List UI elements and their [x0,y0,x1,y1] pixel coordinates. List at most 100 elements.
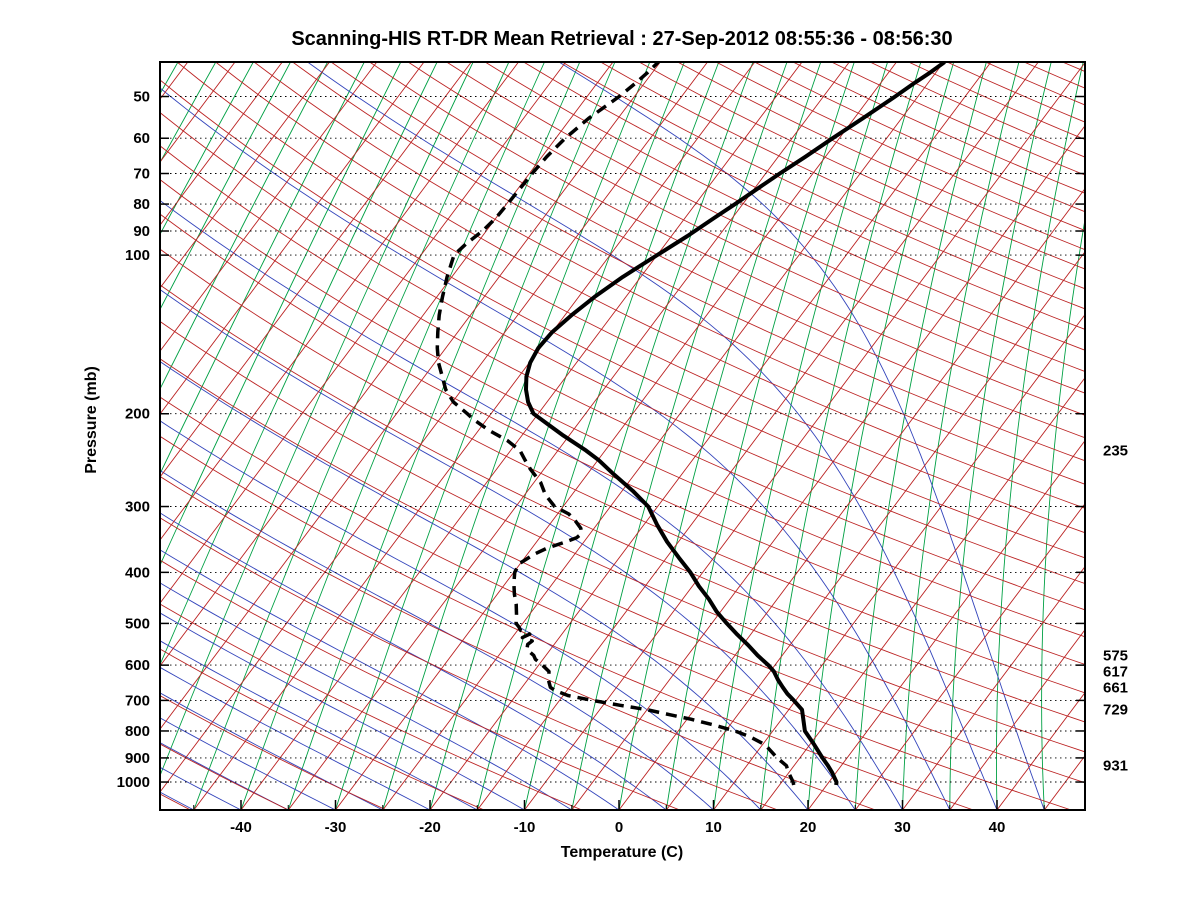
pressure-tick-label: 300 [125,499,150,516]
dry-adiabat-line [160,695,387,810]
isotherm-line [160,62,567,604]
pressure-tick-label: 200 [125,406,150,423]
right-pressure-label: 617 [1103,664,1128,681]
dry-adiabat-line [292,62,1085,462]
isotherm-line [996,691,1085,810]
isotherm-line [1043,754,1085,810]
dry-adiabat-line [561,62,1085,310]
isotherm-line [193,62,756,810]
temperature-tick-labels: -40 -30 -20 -10 0 10 20 30 40 [230,819,1005,836]
right-pressure-label: 729 [1103,702,1128,719]
moist-adiabats [160,62,1045,810]
mixing-ratio-line [571,62,788,810]
dry-adiabat-line [677,62,1085,251]
mixing-ratio-line [807,62,955,810]
moist-adiabat-line [160,469,714,810]
moist-adiabat-line [160,289,856,810]
dry-adiabat-line [160,559,680,810]
mixing-ratio-line [160,62,438,666]
isotherm-line [335,62,897,810]
mixing-ratio-line [1041,216,1085,810]
dry-adiabat-line [160,320,1085,753]
dry-adiabat-line [160,179,1085,638]
dewpoint-profile [435,62,796,786]
mixing-ratio-line [160,62,291,311]
temperature-tick-label: 40 [989,819,1006,836]
moist-adiabat-line [160,512,667,810]
pressure-tick-label: 500 [125,615,150,632]
isotherm-line [240,62,803,810]
dry-adiabat-line [160,435,974,810]
dry-adiabat-line [754,62,1085,213]
pressure-gridlines [160,96,1085,783]
temperature-tick-label: 30 [894,819,911,836]
y-axis-label: Pressure (mb) [83,366,100,474]
dry-adiabat-line [0,62,93,810]
right-pressure-label: 575 [1103,647,1128,664]
mixing-ratio-line [160,62,328,391]
isotherm-line [665,250,1085,810]
pressure-tick-label: 90 [133,223,150,240]
dry-adiabat-line [160,213,1085,665]
mixing-ratio-line [382,62,651,810]
moist-adiabat-line [160,420,762,810]
isotherm-line [287,62,850,810]
plot-frame [159,61,1086,811]
pressure-tick-label: 900 [125,750,150,767]
isotherm-line [902,565,1085,810]
temperature-tick-label: -20 [419,819,441,836]
moist-adiabat-line [160,612,525,810]
isotherm-line [476,62,1039,810]
temperature-tick-label: -30 [325,819,347,836]
dry-adiabat-line [160,603,583,810]
dry-adiabat-line [160,648,485,810]
mixing-ratio-line [240,62,545,810]
mixing-ratio-line [287,62,581,810]
temperature-tick-label: -40 [230,819,252,836]
dry-adiabat-line [160,396,1072,810]
dry-adiabat-line [160,248,1085,694]
dry-adiabat-line [160,517,778,810]
pressure-tick-label: 80 [133,196,150,213]
pressure-tick-label: 400 [125,564,150,581]
temperature-tick-label: 10 [705,819,722,836]
mixing-ratio-line [996,62,1084,810]
isotherm-line [618,187,1085,810]
dry-adiabats [0,62,1085,810]
moist-adiabat-line [160,361,809,810]
dry-adiabat-line [792,62,1085,194]
dry-adiabat-line [160,112,1085,585]
isotherm-line [160,62,236,163]
axis-ticks [160,95,1085,810]
isotherm-line [160,62,661,730]
pressure-tick-labels: 50 60 70 80 90 100 200 300 400 500 600 700 800 900 100… [117,89,150,792]
moist-adiabat-line [307,62,998,810]
moist-adiabat-line [160,549,620,810]
mixing-ratio-line [665,62,855,810]
mixing-ratio-line [160,62,474,777]
mixing-ratio-line [524,62,754,810]
pressure-tick-label: 60 [133,130,150,147]
isotherm-line [160,62,425,415]
isotherm-line [160,62,472,478]
mixing-ratio-line [949,62,1052,810]
mixing-ratio-line [713,62,889,810]
pressure-tick-label: 600 [125,657,150,674]
dry-adiabat-line [523,62,1085,330]
isotherm-line [807,439,1085,810]
dry-adiabat-line [715,62,1085,232]
pressure-tick-label: 70 [133,166,150,183]
dry-adiabat-line [160,358,1085,784]
dry-adiabat-line [160,475,876,810]
sounding-profiles [435,62,946,786]
moist-adiabat-line [160,582,573,810]
mixing-ratio-line [160,62,402,567]
dry-adiabat-line [946,62,1085,123]
isotherm-line [854,502,1085,810]
pressure-tick-label: 100 [125,247,150,264]
dry-adiabat-line [330,62,1085,439]
moist-adiabat-line [160,666,431,810]
dry-adiabat-line [446,62,1085,372]
moist-adiabat-line [160,766,242,810]
